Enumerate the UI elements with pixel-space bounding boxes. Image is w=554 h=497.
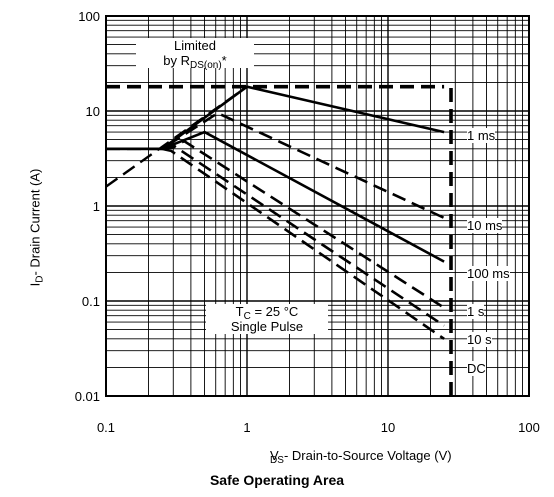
annotation-conditions: TC = 25 °C Single Pulse [206,304,328,334]
series-line-1s [161,139,445,309]
y-tick-label: 10 [86,104,100,119]
line-label-dc: DC [467,361,486,376]
annotation-limited-line2: by RDS(on)* [163,53,227,71]
series-line-dc [161,147,445,340]
chart-title: Safe Operating Area [209,472,345,488]
series-group [105,84,453,396]
annotation-limited: Limited by RDS(on)* [136,38,254,71]
series-line-10s [161,145,445,327]
line-label-10ms: 10 ms [467,218,503,233]
line-label-10s: 10 s [467,332,492,347]
x-axis-label: V DS - Drain-to-Source Voltage (V) [270,448,452,466]
x-tick-label: 10 [381,420,395,435]
annotation-limited-line1: Limited [174,38,216,53]
line-label-1s: 1 s [467,304,485,319]
annotation-tc: TC = 25 °C [235,304,299,322]
y-tick-label: 100 [78,9,100,24]
annotation-pulse: Single Pulse [230,319,304,334]
y-tick-label: 1 [93,199,100,214]
plot-frame [105,15,530,397]
x-tick-label: 100 [518,420,540,435]
y-axis-label: ID- Drain Current (A) [27,168,46,287]
y-tick-label: 0.01 [75,389,100,404]
x-tick-label: 1 [243,420,250,435]
line-label-1ms: 1 ms [467,128,496,143]
line-label-100ms: 100 ms [467,266,510,281]
limit-line-0 [105,85,248,188]
y-tick-label: 0.1 [82,294,100,309]
x-tick-label: 0.1 [97,420,115,435]
tick-labels: 0.1 1 10 100 0.01 0.1 1 10 100 [75,9,540,435]
